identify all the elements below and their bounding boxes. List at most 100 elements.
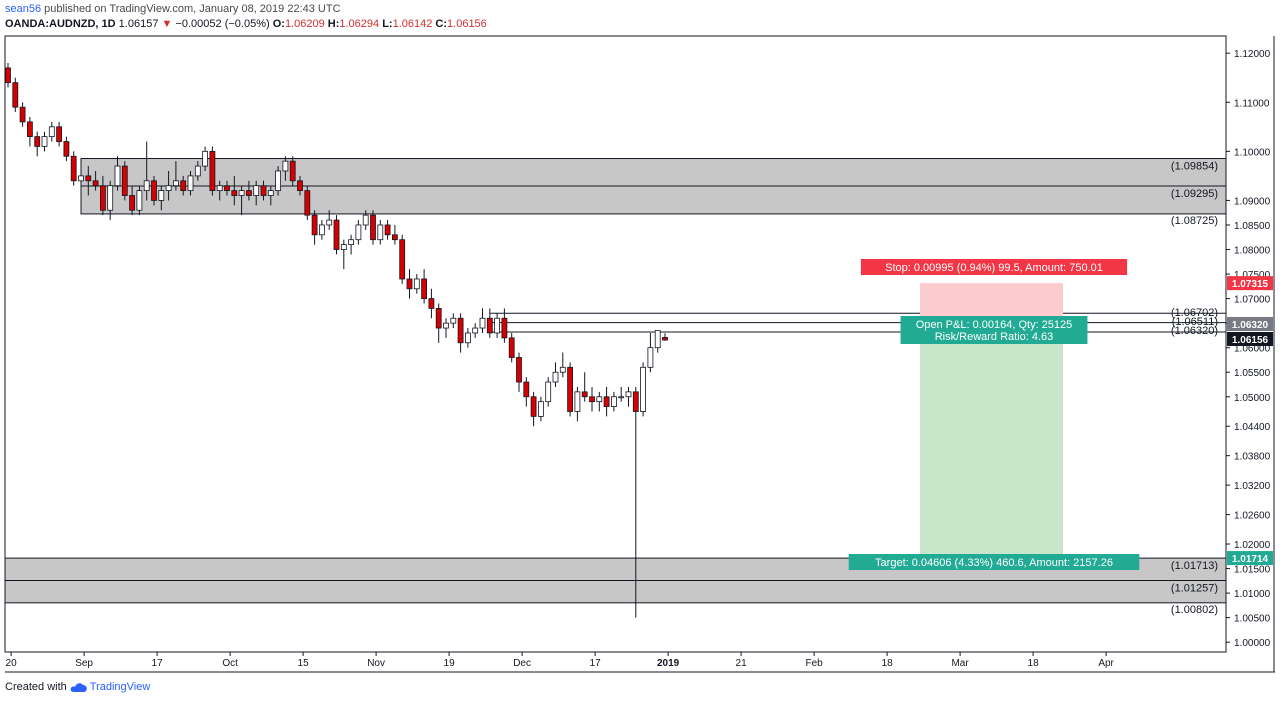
y-tick-label: 1.10000 xyxy=(1234,147,1271,158)
x-tick-label: Sep xyxy=(75,658,93,669)
candle-body xyxy=(92,180,99,187)
candle-body xyxy=(611,396,617,407)
candle-body xyxy=(216,185,223,192)
pnl-label-text: Open P&L: 0.00164, Qty: 25125 xyxy=(916,319,1073,331)
price-badge xyxy=(1227,332,1273,346)
candle-body xyxy=(194,165,201,177)
y-tick-label: 1.00500 xyxy=(1234,614,1271,625)
candle-body xyxy=(391,234,398,241)
candle-body xyxy=(158,190,165,201)
candle-body xyxy=(136,190,143,211)
y-tick-label: 1.05500 xyxy=(1234,368,1271,379)
open-value: 1.06209 xyxy=(284,18,325,30)
candle-body xyxy=(479,317,486,329)
y-tick-label: 1.03200 xyxy=(1234,481,1271,492)
x-tick-label: 18 xyxy=(882,658,894,669)
candle-body xyxy=(647,347,654,368)
published-text: published on TradingView.com, January 08… xyxy=(44,3,341,15)
candle-body xyxy=(143,180,150,192)
candle-body xyxy=(435,308,442,329)
target-zone xyxy=(920,331,1063,559)
candle-body xyxy=(545,381,552,403)
y-tick-label: 1.08000 xyxy=(1234,246,1271,257)
zone-level-label: (1.09295) xyxy=(1171,188,1218,200)
candle-body xyxy=(78,175,84,182)
candle-body xyxy=(399,239,406,280)
price-change: −0.00052 (−0.05%) xyxy=(175,18,270,30)
candle-body xyxy=(443,322,449,329)
candle-body xyxy=(494,317,501,334)
x-tick-label: 17 xyxy=(590,658,602,669)
plot-frame xyxy=(4,35,1227,653)
zone-level-label: (1.09854) xyxy=(1171,161,1218,173)
high-label: H: xyxy=(327,18,340,30)
tradingview-logo[interactable]: TradingView xyxy=(70,681,151,693)
candle-body xyxy=(275,170,282,192)
candle-body xyxy=(486,317,493,334)
candle-body xyxy=(34,136,41,147)
x-tick-label: 21 xyxy=(736,658,748,669)
candle-body xyxy=(63,141,70,157)
y-tick-label: 1.09000 xyxy=(1234,196,1271,207)
price-badge xyxy=(1227,276,1273,291)
symbol-label: OANDA:AUDNZD, 1D xyxy=(5,18,116,30)
close-value: 1.06156 xyxy=(447,18,487,30)
x-tick-label: Feb xyxy=(805,658,823,669)
candle-body xyxy=(297,180,303,192)
close-label: C: xyxy=(435,18,448,30)
target-label-bg xyxy=(848,554,1140,570)
candle-body xyxy=(538,401,544,417)
created-with-text: Created with xyxy=(5,681,67,693)
tradingview-brand: TradingView xyxy=(89,681,151,693)
y-tick-label: 1.03800 xyxy=(1234,452,1271,463)
y-tick-label: 1.00000 xyxy=(1234,638,1271,649)
candle-body xyxy=(516,357,522,383)
candle-body xyxy=(333,219,340,250)
candle-body xyxy=(406,278,413,290)
candle-body xyxy=(581,391,588,398)
stop-label-bg xyxy=(860,259,1128,275)
low-value: 1.06142 xyxy=(392,18,433,30)
y-tick-label: 1.07000 xyxy=(1234,295,1271,306)
y-tick-label: 1.12000 xyxy=(1234,49,1271,60)
y-tick-label: 1.01500 xyxy=(1234,565,1271,576)
pnl-label-bg xyxy=(900,316,1088,344)
candle-body xyxy=(340,244,347,250)
x-tick-label: Nov xyxy=(367,658,385,669)
candle-body xyxy=(501,317,508,339)
x-tick-label: 17 xyxy=(152,658,164,669)
x-tick-label: 15 xyxy=(298,658,310,669)
y-tick-label: 1.01000 xyxy=(1234,589,1271,600)
candle-body xyxy=(209,150,216,192)
zone-level-label: (1.01257) xyxy=(1171,582,1218,594)
y-tick-label: 1.05000 xyxy=(1234,393,1271,404)
x-tick-label: 19 xyxy=(444,658,456,669)
candle-body xyxy=(100,185,106,211)
x-tick-label: Oct xyxy=(222,658,238,669)
y-tick-label: 1.04400 xyxy=(1234,422,1271,433)
price-badge xyxy=(1227,551,1273,566)
level-label: (1.06511) xyxy=(1172,316,1218,328)
candle-body xyxy=(625,391,632,398)
candle-body xyxy=(253,185,260,196)
candle-body xyxy=(413,278,420,290)
x-tick-label: Apr xyxy=(1098,658,1114,669)
candle-body xyxy=(472,327,479,334)
publish-info: sean56 published on TradingView.com, Jan… xyxy=(5,3,341,15)
y-tick-label: 1.06000 xyxy=(1234,344,1271,355)
candle-body xyxy=(260,185,267,196)
candle-body xyxy=(70,155,77,182)
candle-body xyxy=(245,190,252,196)
candle-body xyxy=(172,180,179,187)
candle-body xyxy=(632,391,639,412)
candle-body xyxy=(348,239,355,246)
candle-body xyxy=(56,126,62,142)
candle-body xyxy=(12,82,19,108)
candle-body xyxy=(180,180,187,192)
author-link[interactable]: sean56 xyxy=(5,3,42,15)
candle-body xyxy=(428,298,435,309)
y-tick-label: 1.07500 xyxy=(1234,270,1271,281)
candle-body xyxy=(129,195,136,211)
x-tick-label: 2019 xyxy=(657,658,680,669)
